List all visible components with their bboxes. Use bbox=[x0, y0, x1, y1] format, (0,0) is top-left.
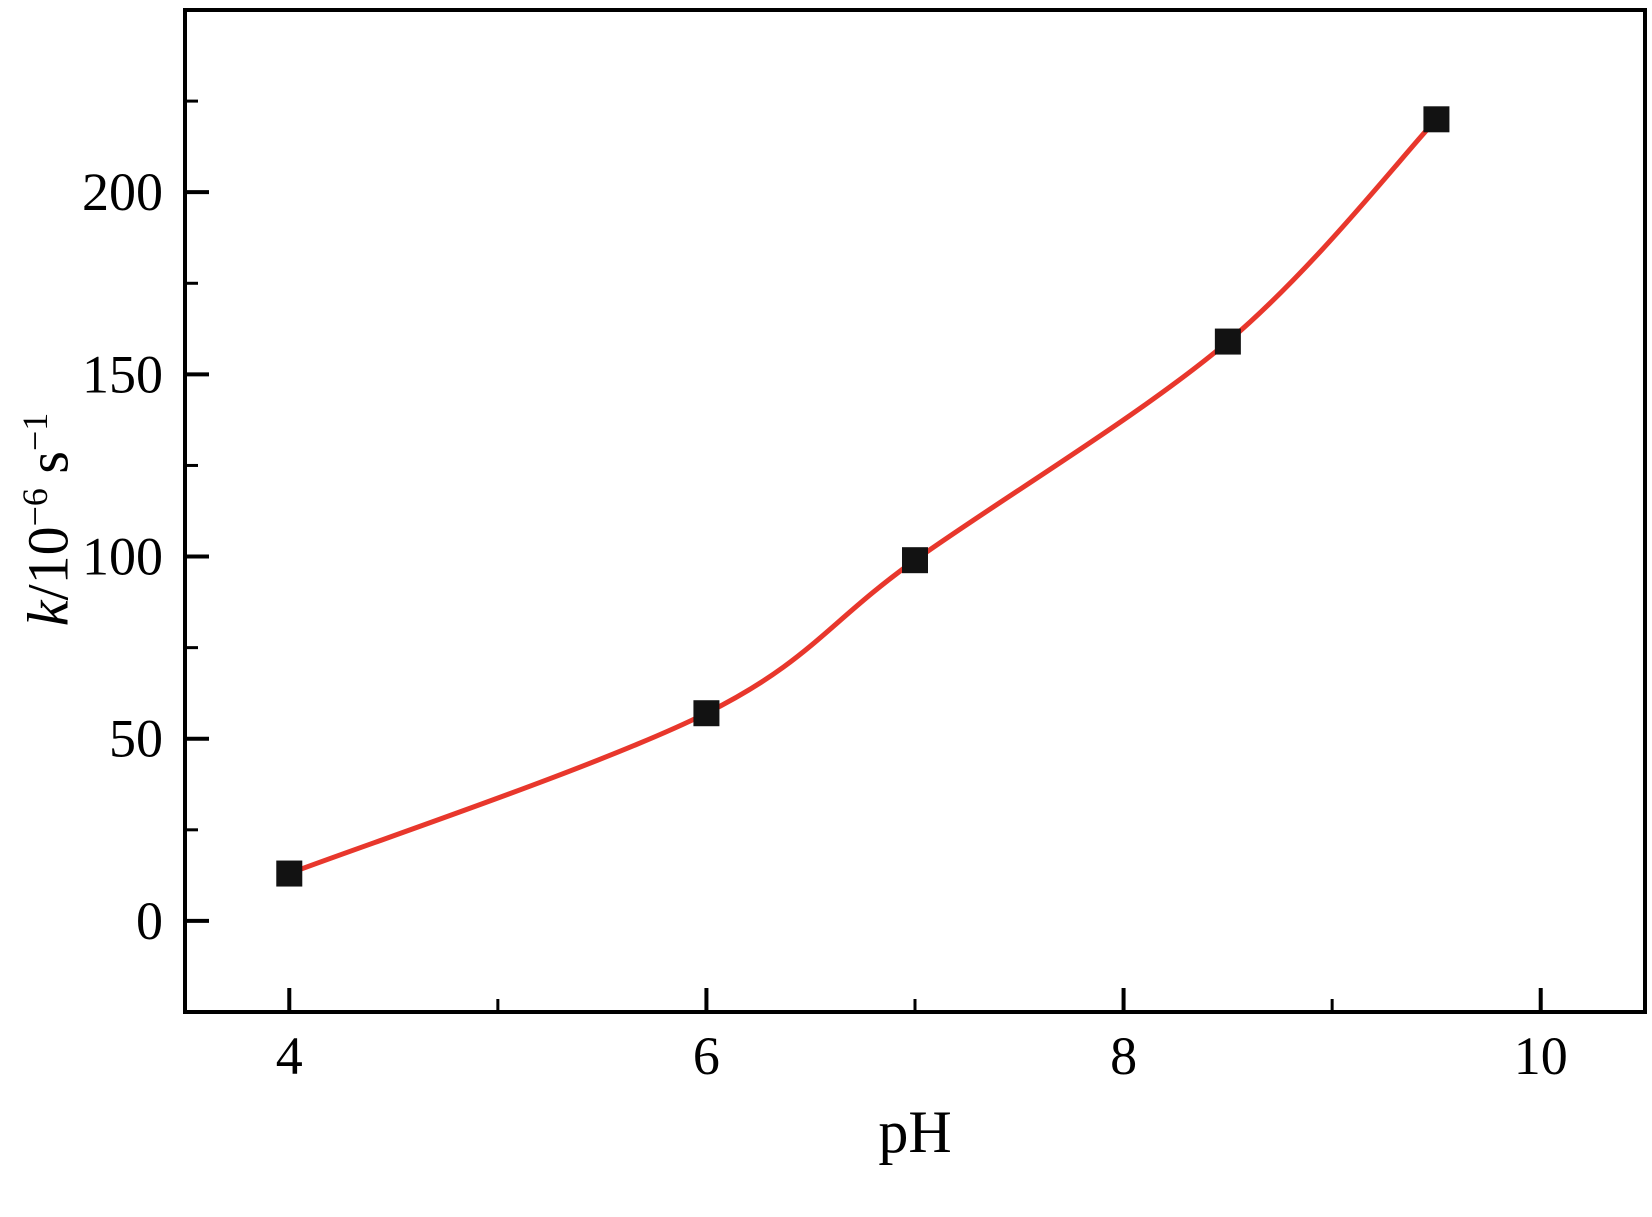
x-tick-label: 10 bbox=[1514, 1026, 1568, 1086]
data-point-marker bbox=[276, 860, 303, 887]
y-tick-label: 200 bbox=[82, 162, 163, 222]
x-tick-label: 4 bbox=[276, 1026, 303, 1086]
y-tick-label: 100 bbox=[82, 527, 163, 587]
data-point-marker bbox=[1423, 106, 1450, 133]
y-axis-base: /10 bbox=[15, 526, 81, 601]
data-point-marker bbox=[1214, 328, 1241, 355]
x-tick-label: 8 bbox=[1110, 1026, 1137, 1086]
y-tick-label: 50 bbox=[109, 709, 163, 769]
y-axis-variable: k bbox=[15, 600, 81, 627]
y-axis-label: k/10−6 s−1 bbox=[15, 260, 82, 780]
data-point-marker bbox=[902, 547, 928, 574]
series-line bbox=[286, 116, 1439, 876]
y-axis-base-exponent: −6 bbox=[15, 488, 56, 527]
y-tick-label: 150 bbox=[82, 344, 163, 404]
x-axis-label: pH bbox=[878, 1099, 952, 1165]
y-axis-unit-exponent: −1 bbox=[15, 412, 56, 452]
x-tick-label: 6 bbox=[693, 1026, 720, 1086]
y-axis-unit: s bbox=[15, 451, 81, 489]
y-tick-label: 0 bbox=[136, 891, 163, 951]
axis-frame bbox=[183, 8, 1647, 1014]
data-point-marker bbox=[693, 700, 720, 727]
